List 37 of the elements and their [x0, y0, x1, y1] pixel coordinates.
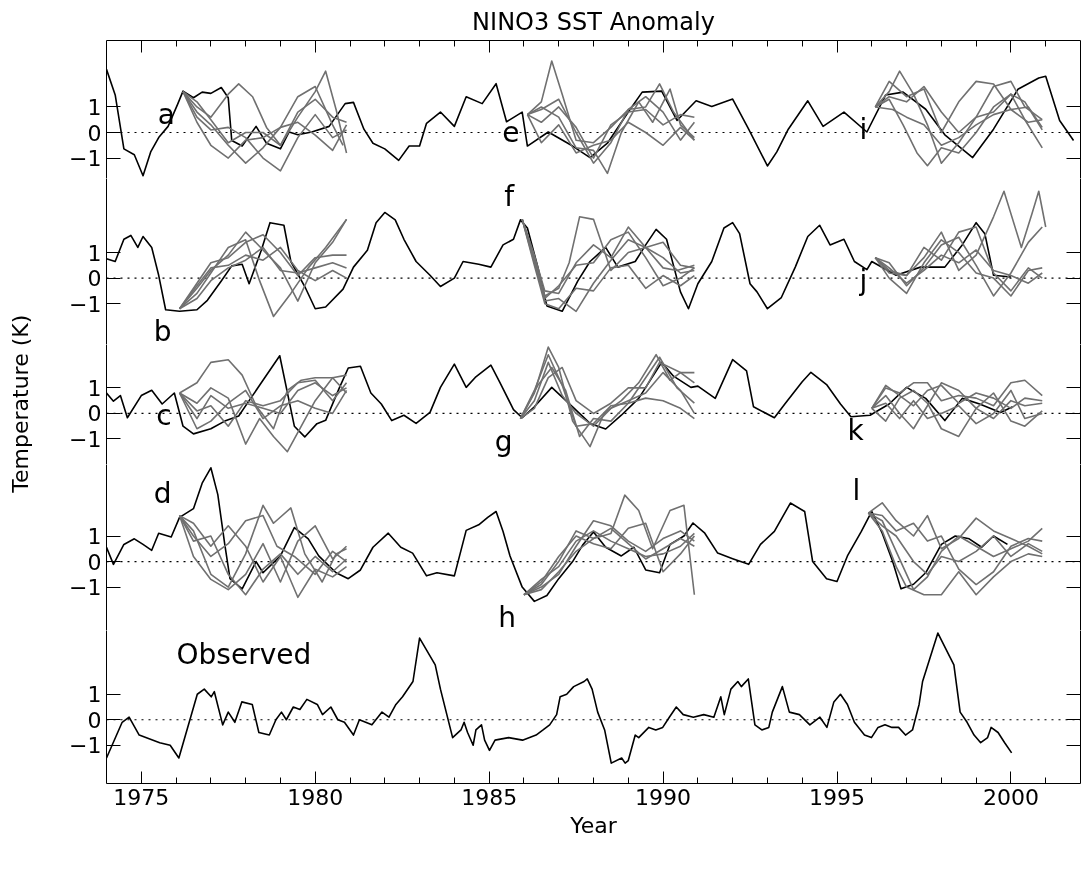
x-tick-label: 1975 — [113, 784, 170, 810]
y-tick-label: −1 — [69, 146, 102, 172]
x-tick-label: 1990 — [635, 784, 692, 810]
series-label: g — [494, 424, 513, 458]
series-label: e — [502, 115, 520, 149]
y-tick-label: −1 — [69, 426, 102, 452]
y-tick-label: 0 — [87, 549, 102, 575]
y-tick-label: −1 — [69, 733, 102, 759]
y-tick-label: −1 — [69, 575, 102, 601]
series-label: k — [847, 414, 865, 448]
y-tick-label: −1 — [69, 291, 102, 317]
series-label: l — [852, 474, 861, 508]
y-axis-title: Temperature (K) — [8, 314, 33, 494]
y-tick-label: 1 — [87, 682, 102, 708]
series-label: i — [859, 112, 868, 146]
series-label: c — [156, 399, 172, 433]
x-tick-label: 2000 — [982, 784, 1039, 810]
y-tick-label: 0 — [87, 707, 102, 733]
y-tick-label: 0 — [87, 120, 102, 146]
y-tick-label: 1 — [87, 240, 102, 266]
annotation: Observed — [176, 637, 312, 671]
y-tick-label: 1 — [87, 94, 102, 120]
x-tick-label: 1995 — [809, 784, 866, 810]
series-label: d — [153, 476, 172, 510]
series-label: j — [858, 263, 868, 297]
y-tick-label: 0 — [87, 401, 102, 427]
series-label: f — [504, 180, 516, 214]
x-axis-title: Year — [569, 812, 618, 838]
series-label: h — [498, 600, 516, 634]
x-tick-label: 1985 — [461, 784, 518, 810]
series-label: a — [157, 97, 176, 131]
y-tick-label: 1 — [87, 375, 102, 401]
series-label: b — [153, 314, 172, 348]
y-tick-label: 0 — [87, 266, 102, 292]
y-tick-label: 1 — [87, 524, 102, 550]
x-tick-label: 1980 — [287, 784, 344, 810]
chart-title: NINO3 SST Anomaly — [472, 7, 715, 36]
